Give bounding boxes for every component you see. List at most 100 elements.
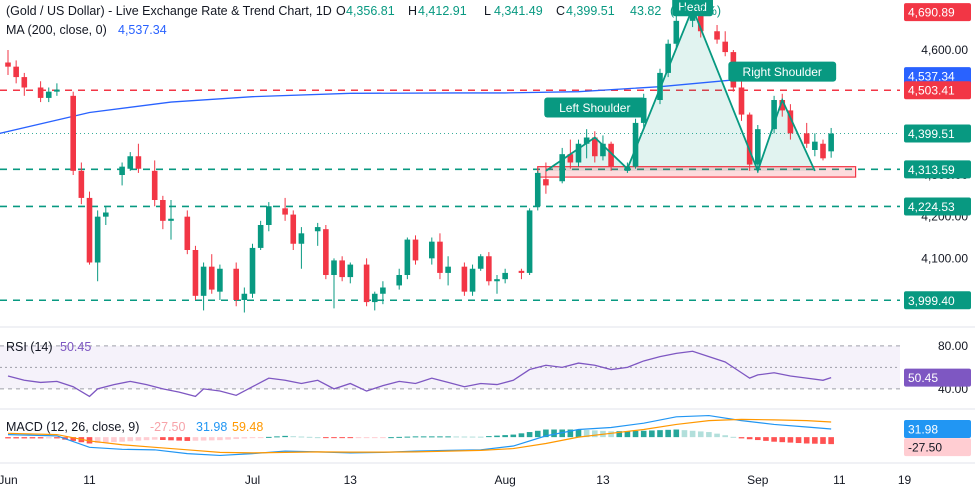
price-pane[interactable]: Left Shoulder Head Right Shoulder — [0, 0, 900, 313]
candle-down[interactable] — [412, 239, 419, 261]
price-tag-box[interactable] — [904, 160, 971, 179]
candle-up[interactable] — [469, 268, 476, 292]
candle-up[interactable] — [429, 241, 435, 259]
candle-up[interactable] — [755, 129, 761, 165]
rsi-pane[interactable] — [0, 345, 900, 398]
candle-up[interactable] — [812, 141, 818, 150]
candle-up[interactable] — [314, 227, 321, 232]
candle-down[interactable] — [714, 31, 720, 40]
candle-up[interactable] — [380, 287, 386, 294]
candle-up[interactable] — [200, 266, 207, 296]
candle-up[interactable] — [127, 156, 134, 169]
candle-up[interactable] — [298, 233, 305, 244]
candle-up[interactable] — [502, 272, 508, 280]
candle-up[interactable] — [445, 266, 451, 273]
candle-down[interactable] — [192, 250, 199, 296]
candle-up[interactable] — [103, 212, 109, 217]
candle-up[interactable] — [534, 172, 541, 207]
candle-down[interactable] — [151, 170, 158, 200]
price-tag-box[interactable] — [904, 291, 971, 310]
candle-up[interactable] — [632, 122, 639, 167]
candle-up[interactable] — [404, 239, 411, 275]
candle-down[interactable] — [608, 143, 614, 167]
candle-down[interactable] — [803, 133, 810, 144]
macd-hist-tag-box[interactable] — [904, 438, 971, 457]
candle-down[interactable] — [746, 114, 753, 165]
macd-signal-line[interactable] — [7, 418, 832, 454]
neckline-zone[interactable] — [537, 166, 857, 178]
candle-up[interactable] — [168, 218, 174, 221]
candle-down[interactable] — [779, 100, 786, 111]
candle-down[interactable] — [208, 266, 215, 290]
price-tag-box[interactable] — [904, 124, 971, 143]
candle-up[interactable] — [45, 91, 52, 98]
candle-down[interactable] — [518, 270, 525, 273]
candle-down[interactable] — [70, 95, 76, 171]
candle-up[interactable] — [257, 225, 264, 248]
candle-down[interactable] — [160, 200, 166, 221]
price-tag-box[interactable] — [904, 67, 971, 86]
macd-value-tag-box[interactable] — [904, 420, 971, 439]
candle-down[interactable] — [290, 214, 297, 244]
price-tag-box[interactable] — [904, 197, 971, 216]
candle-down[interactable] — [722, 41, 728, 53]
candle-up[interactable] — [266, 206, 272, 225]
candle-down[interactable] — [5, 62, 11, 67]
candle-up[interactable] — [331, 260, 337, 275]
candle-down[interactable] — [486, 256, 492, 282]
candle-down[interactable] — [592, 137, 598, 157]
candle-up[interactable] — [494, 279, 500, 282]
candle-down[interactable] — [184, 216, 191, 250]
candle-down[interactable] — [78, 170, 85, 198]
price-tag-box[interactable] — [904, 81, 971, 100]
price-scale[interactable]: 4,600.004,500.004,400.004,300.004,200.00… — [904, 3, 971, 457]
candle-down[interactable] — [21, 77, 28, 88]
candle-up[interactable] — [828, 133, 834, 152]
candle-up[interactable] — [526, 210, 533, 273]
candle-up[interactable] — [249, 247, 256, 294]
candle-up[interactable] — [771, 100, 777, 130]
ohlc-value: 4,341.49 — [494, 4, 543, 18]
candle-up[interactable] — [600, 143, 606, 157]
candle-up[interactable] — [575, 143, 582, 163]
candle-up[interactable] — [559, 154, 565, 182]
candle-down[interactable] — [820, 143, 826, 159]
price-tag-box[interactable] — [904, 3, 971, 22]
macd-pane[interactable] — [5, 414, 834, 457]
macd-line[interactable] — [7, 414, 832, 457]
macd-histogram-bar — [583, 429, 590, 438]
candle-up[interactable] — [54, 89, 60, 92]
candle-up[interactable] — [94, 216, 101, 263]
macd-histogram-bar — [225, 437, 231, 440]
candle-down[interactable] — [282, 208, 288, 215]
candle-up[interactable] — [241, 293, 248, 300]
candle-up[interactable] — [217, 268, 223, 292]
rsi-line[interactable] — [7, 350, 832, 398]
candle-up[interactable] — [396, 275, 402, 286]
candle-up[interactable] — [347, 264, 354, 278]
rsi-value-tag-box[interactable] — [904, 368, 971, 387]
candle-down[interactable] — [543, 179, 549, 186]
candle-up[interactable] — [583, 137, 590, 144]
candle-down[interactable] — [86, 197, 93, 263]
candle-up[interactable] — [673, 20, 680, 44]
candle-down[interactable] — [339, 260, 345, 278]
candle-down[interactable] — [461, 266, 468, 292]
candle-up[interactable] — [119, 166, 125, 175]
candle-down[interactable] — [13, 66, 19, 78]
candle-up[interactable] — [665, 43, 671, 73]
candle-down[interactable] — [37, 87, 44, 98]
candle-down[interactable] — [363, 264, 370, 303]
candle-down[interactable] — [437, 241, 443, 273]
candle-up[interactable] — [371, 293, 378, 303]
candle-down[interactable] — [233, 268, 239, 300]
candle-down[interactable] — [135, 156, 142, 169]
candle-down[interactable] — [567, 154, 574, 163]
candle-up[interactable] — [689, 12, 696, 21]
candle-down[interactable] — [323, 229, 329, 275]
candle-up[interactable] — [477, 256, 484, 269]
candle-down[interactable] — [787, 110, 794, 134]
candle-down[interactable] — [738, 87, 745, 115]
candle-down[interactable] — [697, 12, 704, 32]
